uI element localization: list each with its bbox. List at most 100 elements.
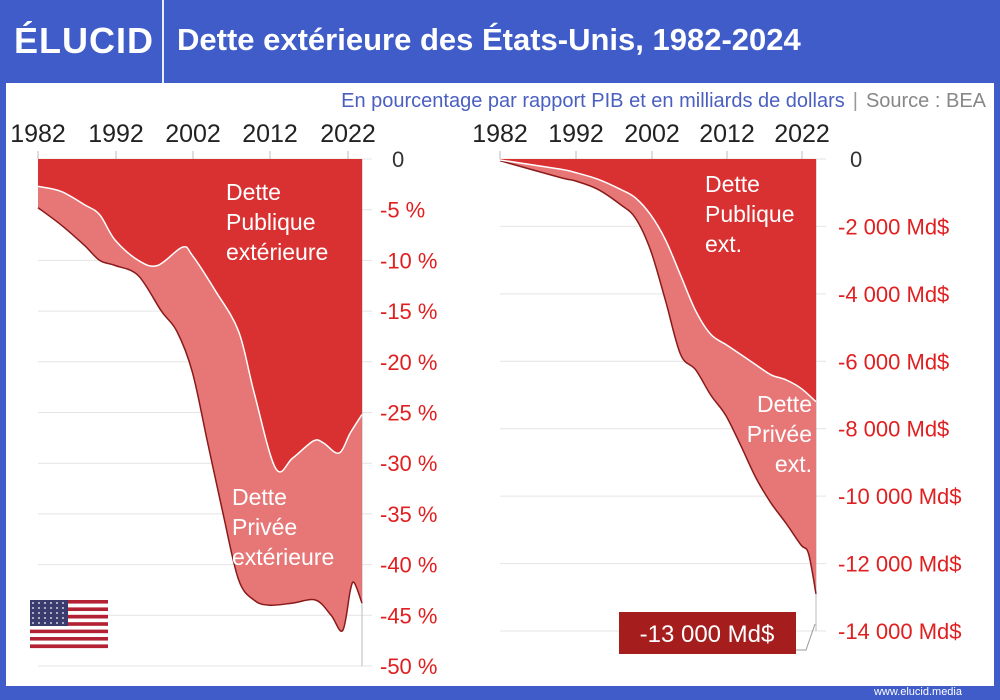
chart-1: 0 -5 % -10 % -15 % -20 % -25 % -30 % -35 % -40 %… <box>10 120 437 679</box>
series-label: Dette <box>226 179 281 205</box>
y-tick-label: -6 000 Md$ <box>838 349 949 374</box>
y-tick-label: -14 000 Md$ <box>838 619 962 644</box>
flag-stripe <box>30 600 108 604</box>
x-tick-label: 2022 <box>320 120 376 148</box>
series-label: Publique <box>705 201 795 227</box>
separator: | <box>852 90 858 112</box>
y-tick-label: -12 000 Md$ <box>838 552 962 577</box>
flag-star <box>38 617 40 619</box>
y-tick-label: 0 <box>392 147 404 172</box>
flag-star <box>50 607 52 609</box>
x-tick-label: 1982 <box>472 120 528 148</box>
flag-star <box>44 617 46 619</box>
annotation-label: -13 000 Md$ <box>640 621 775 648</box>
flag-stripe <box>30 607 108 612</box>
flag-stripe <box>30 618 108 623</box>
x-tick-label: 1982 <box>10 120 66 148</box>
flag-star <box>50 602 52 604</box>
flag-star <box>38 607 40 609</box>
flag-stripe <box>30 611 108 615</box>
flag-star <box>44 612 46 614</box>
y-tick-label: -8 000 Md$ <box>838 417 949 442</box>
y-tick-label: -35 % <box>380 502 437 527</box>
flag-star <box>62 602 64 604</box>
flag-star <box>56 617 58 619</box>
series-label: Dette <box>757 391 812 417</box>
source: Source : BEA <box>865 90 986 112</box>
flag-star <box>32 622 34 624</box>
y-tick-label: -10 % <box>380 248 437 273</box>
public-debt-line <box>499 159 817 403</box>
x-tick-label: 2002 <box>165 120 221 148</box>
flag-star <box>32 617 34 619</box>
flag-star <box>44 622 46 624</box>
series-label: extérieure <box>232 544 334 570</box>
y-tick-label: -4 000 Md$ <box>838 282 949 307</box>
subtitle: En pourcentage par rapport PIB et en mil… <box>341 90 986 113</box>
y-tick-label: -10 000 Md$ <box>838 484 962 509</box>
flag-stripe <box>30 633 108 637</box>
flag-star <box>32 612 34 614</box>
flag-stripe <box>30 614 108 619</box>
series-label: Privée <box>232 514 297 540</box>
flag-star <box>32 607 34 609</box>
flag-star <box>32 602 34 604</box>
series-label: ext. <box>775 451 812 477</box>
header: ÉLUCID Dette extérieure des États-Unis, … <box>0 0 1000 83</box>
x-tick-label: 2002 <box>624 120 680 148</box>
header-divider <box>162 0 164 83</box>
flag-star <box>38 622 40 624</box>
annotation-leader <box>796 623 816 651</box>
series-label: Privée <box>747 421 812 447</box>
x-tick-label: 2012 <box>699 120 755 148</box>
x-tick-label: 2022 <box>774 120 830 148</box>
x-tick-label: 2012 <box>242 120 298 148</box>
flag-star <box>62 622 64 624</box>
footer-url: www.elucid.media <box>873 686 962 698</box>
private-debt-line <box>37 207 363 633</box>
chart-2: 0 -2 000 Md$ -4 000 Md$ -6 000 Md$ -8 000 Md… <box>472 120 962 654</box>
flag-star <box>50 617 52 619</box>
y-tick-label: -2 000 Md$ <box>838 214 949 239</box>
flag-star <box>44 607 46 609</box>
flag-stripe <box>30 644 108 649</box>
y-tick-label: -50 % <box>380 654 437 679</box>
flag-stripe <box>30 637 108 641</box>
flag-star <box>56 612 58 614</box>
elucid-logo: ÉLUCID <box>14 20 154 61</box>
flag-star <box>62 607 64 609</box>
y-tick-label: -5 % <box>380 198 425 223</box>
public-debt-area <box>500 159 816 402</box>
flag-star <box>56 622 58 624</box>
flag-stripe <box>30 625 108 630</box>
y-tick-label: -15 % <box>380 299 437 324</box>
public-debt-line <box>37 185 363 473</box>
flag-stripe <box>30 622 108 626</box>
flag-stripe <box>30 603 108 608</box>
flag-star <box>50 622 52 624</box>
series-label: ext. <box>705 231 742 257</box>
us-flag-icon <box>30 600 108 649</box>
annotation-box <box>619 612 796 654</box>
y-tick-label: -45 % <box>380 603 437 628</box>
x-tick-label: 1992 <box>88 120 144 148</box>
flag-canton <box>30 600 68 626</box>
series-label: Dette <box>232 484 287 510</box>
y-tick-label: -30 % <box>380 451 437 476</box>
flag-star <box>50 612 52 614</box>
y-tick-label: -25 % <box>380 401 437 426</box>
flag-star <box>62 617 64 619</box>
series-label: Dette <box>705 171 760 197</box>
subtitle-text: En pourcentage par rapport PIB et en mil… <box>341 90 845 112</box>
flag-star <box>44 602 46 604</box>
flag-star <box>38 612 40 614</box>
y-tick-label: -20 % <box>380 350 437 375</box>
public-debt-area <box>38 159 362 472</box>
series-label: extérieure <box>226 239 328 265</box>
y-tick-label: -40 % <box>380 553 437 578</box>
flag-star <box>56 607 58 609</box>
y-tick-label: 0 <box>850 147 862 172</box>
flag-star <box>62 612 64 614</box>
flag-star <box>56 602 58 604</box>
